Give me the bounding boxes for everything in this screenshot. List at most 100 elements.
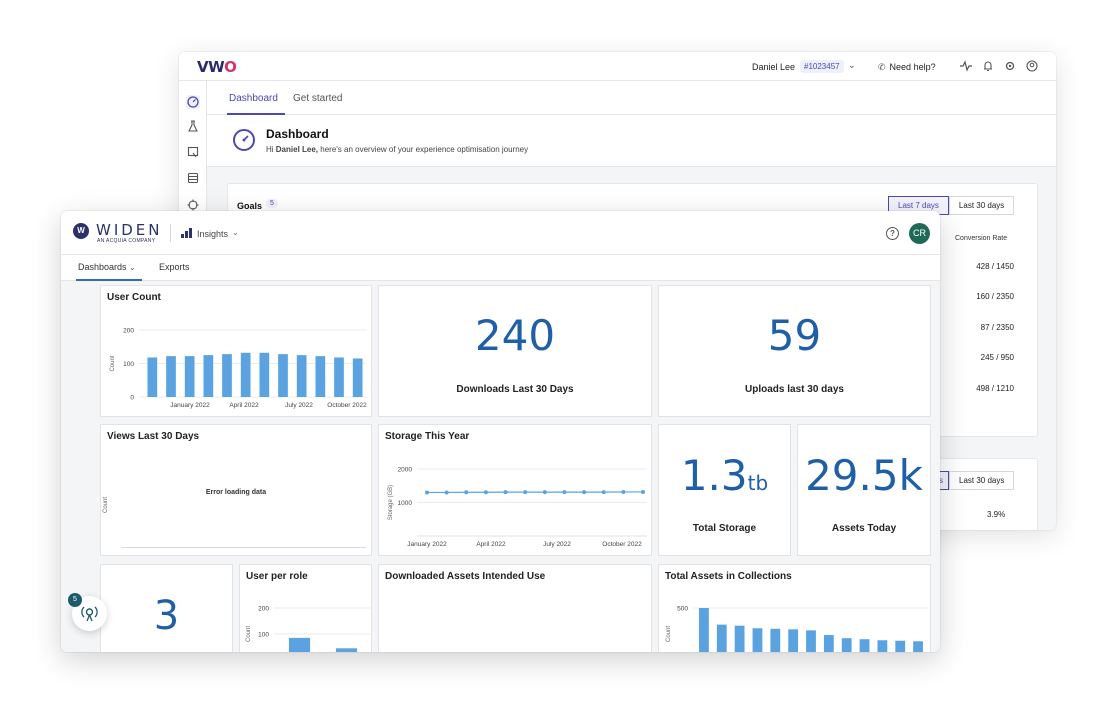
bar [335,648,358,652]
data-point [464,490,469,495]
vwo-logo[interactable]: VWO [197,58,237,76]
bar [823,635,834,652]
dashboard-gauge-icon[interactable] [186,95,200,109]
date-range-toggle: Last 7 days Last 30 days [888,196,1015,215]
x-tick-label: October 2022 [602,541,642,548]
nav-dashboards[interactable]: Dashboards ⌄ [78,262,136,272]
range-last-30-days[interactable]: Last 30 days [949,471,1015,490]
bar [240,352,251,397]
bar [752,628,763,652]
x-tick-label: July 2022 [543,541,571,548]
collections-chart: 500 Count [666,606,927,652]
widen-nav: Dashboards ⌄ Exports [61,255,940,281]
y-tick-label: 1000 [398,500,413,507]
crosshair-icon[interactable] [186,198,200,212]
storage-year-chart: 1000 2000 Storage (GB) January 2022 April 20… [388,467,647,548]
y-axis-label: Count [666,626,672,642]
assets-today-label: Assets Today [831,523,897,534]
user-count-chart: 0 100 200 Count January 2022 April 2022 July 2… [110,328,367,410]
bar [296,355,307,397]
tab-dashboard[interactable]: Dashboard [229,93,278,104]
widen-topbar: W WIDEN AN ACQUIA COMPANY Insights ⌄ ? C… [61,211,940,255]
nav-dashboards-label: Dashboards [78,262,127,272]
vwo-tabs: Dashboard Get started [207,81,1056,115]
x-tick-label: January 2022 [407,541,447,548]
nav-exports[interactable]: Exports [159,262,190,272]
y-axis-label: Count [103,496,109,513]
y-tick-label: 200 [123,328,134,335]
y-tick-label: 200 [258,606,269,613]
bar [278,354,288,397]
phone-icon: ✆ [878,62,886,72]
bar [222,354,232,397]
flask-icon[interactable] [186,119,200,133]
series-line [427,491,643,494]
conversion-rate-value: 428 / 1450 [976,262,1014,271]
vwo-logo-w: W [208,58,225,76]
metric-value: 3 [153,593,180,639]
vwo-logo-v: V [197,58,209,76]
chevron-down-icon[interactable]: ⌄ [232,228,239,237]
collections-panel: Total Assets in Collections 500 Count [658,564,931,652]
active-nav-indicator [76,279,142,281]
activity-icon[interactable] [960,60,972,72]
gear-icon[interactable] [1004,60,1016,72]
user-name[interactable]: Daniel Lee [752,62,796,72]
bar [877,640,888,652]
total-storage-unit: tb [747,471,769,495]
conversion-rate-value: 245 / 950 [980,353,1014,362]
divider [170,224,171,242]
data-point [601,490,606,495]
greeting-suffix: here's an overview of your experience op… [318,145,529,154]
need-help-link[interactable]: ✆ Need help? [878,62,936,73]
total-storage-number: 1.3 [680,451,748,500]
range-last-7-days[interactable]: Last 7 days [888,196,949,215]
conversion-rate-header: Conversion Rate [955,235,1008,242]
goals-label: Goals [237,201,263,211]
data-point [523,490,528,495]
broadcast-icon [81,606,98,622]
panel-title: Total Assets in Collections [665,571,792,582]
data-point [641,489,645,494]
account-icon[interactable] [1026,60,1038,72]
bar [859,639,870,652]
data-point [621,489,626,494]
app-switcher[interactable]: Insights [197,229,229,239]
views-panel: Views Last 30 Days Error loading data Co… [100,424,372,556]
bar [147,357,158,397]
vwo-page-header: Dashboard Hi Daniel Lee, here's an overv… [207,115,1056,167]
bar [166,356,176,397]
insights-icon[interactable] [186,145,200,159]
y-axis-label: Count [110,355,116,371]
x-tick-label: April 2022 [476,541,506,548]
metric-panel: 3 [100,564,233,652]
tab-get-started[interactable]: Get started [293,93,343,104]
greeting-name: Daniel Lee, [275,145,319,154]
x-tick-label: January 2022 [170,402,210,409]
widen-window: W WIDEN AN ACQUIA COMPANY Insights ⌄ ? C… [61,211,940,652]
conversion-rate-value: 498 / 1210 [976,384,1014,393]
data-point [562,490,567,495]
goals-count-badge: 5 [266,199,278,208]
x-tick-label: October 2022 [327,402,367,409]
panel-title: Downloaded Assets Intended Use [385,571,546,582]
bar [716,624,727,652]
bar [788,629,799,652]
help-icon[interactable]: ? [886,227,899,240]
user-per-role-chart: 100 200 Count [246,606,370,652]
y-axis-label: Storage (GB) [388,485,394,520]
y-axis-label: Count [246,626,252,642]
intended-use-panel: Downloaded Assets Intended Use [378,564,652,652]
bar [699,608,709,652]
database-icon[interactable] [186,171,200,185]
range-last-30-days[interactable]: Last 30 days [948,196,1015,215]
chevron-down-icon[interactable]: ⌄ [848,60,856,70]
data-point [582,490,587,495]
page-title: Dashboard [266,127,329,141]
bar [203,355,214,397]
panel-title: Views Last 30 Days [107,431,200,442]
widen-logo-mark[interactable]: W [73,223,89,239]
bell-icon[interactable] [982,60,994,72]
conversion-rate-value: 160 / 2350 [976,292,1014,301]
avatar[interactable]: CR [909,223,930,244]
